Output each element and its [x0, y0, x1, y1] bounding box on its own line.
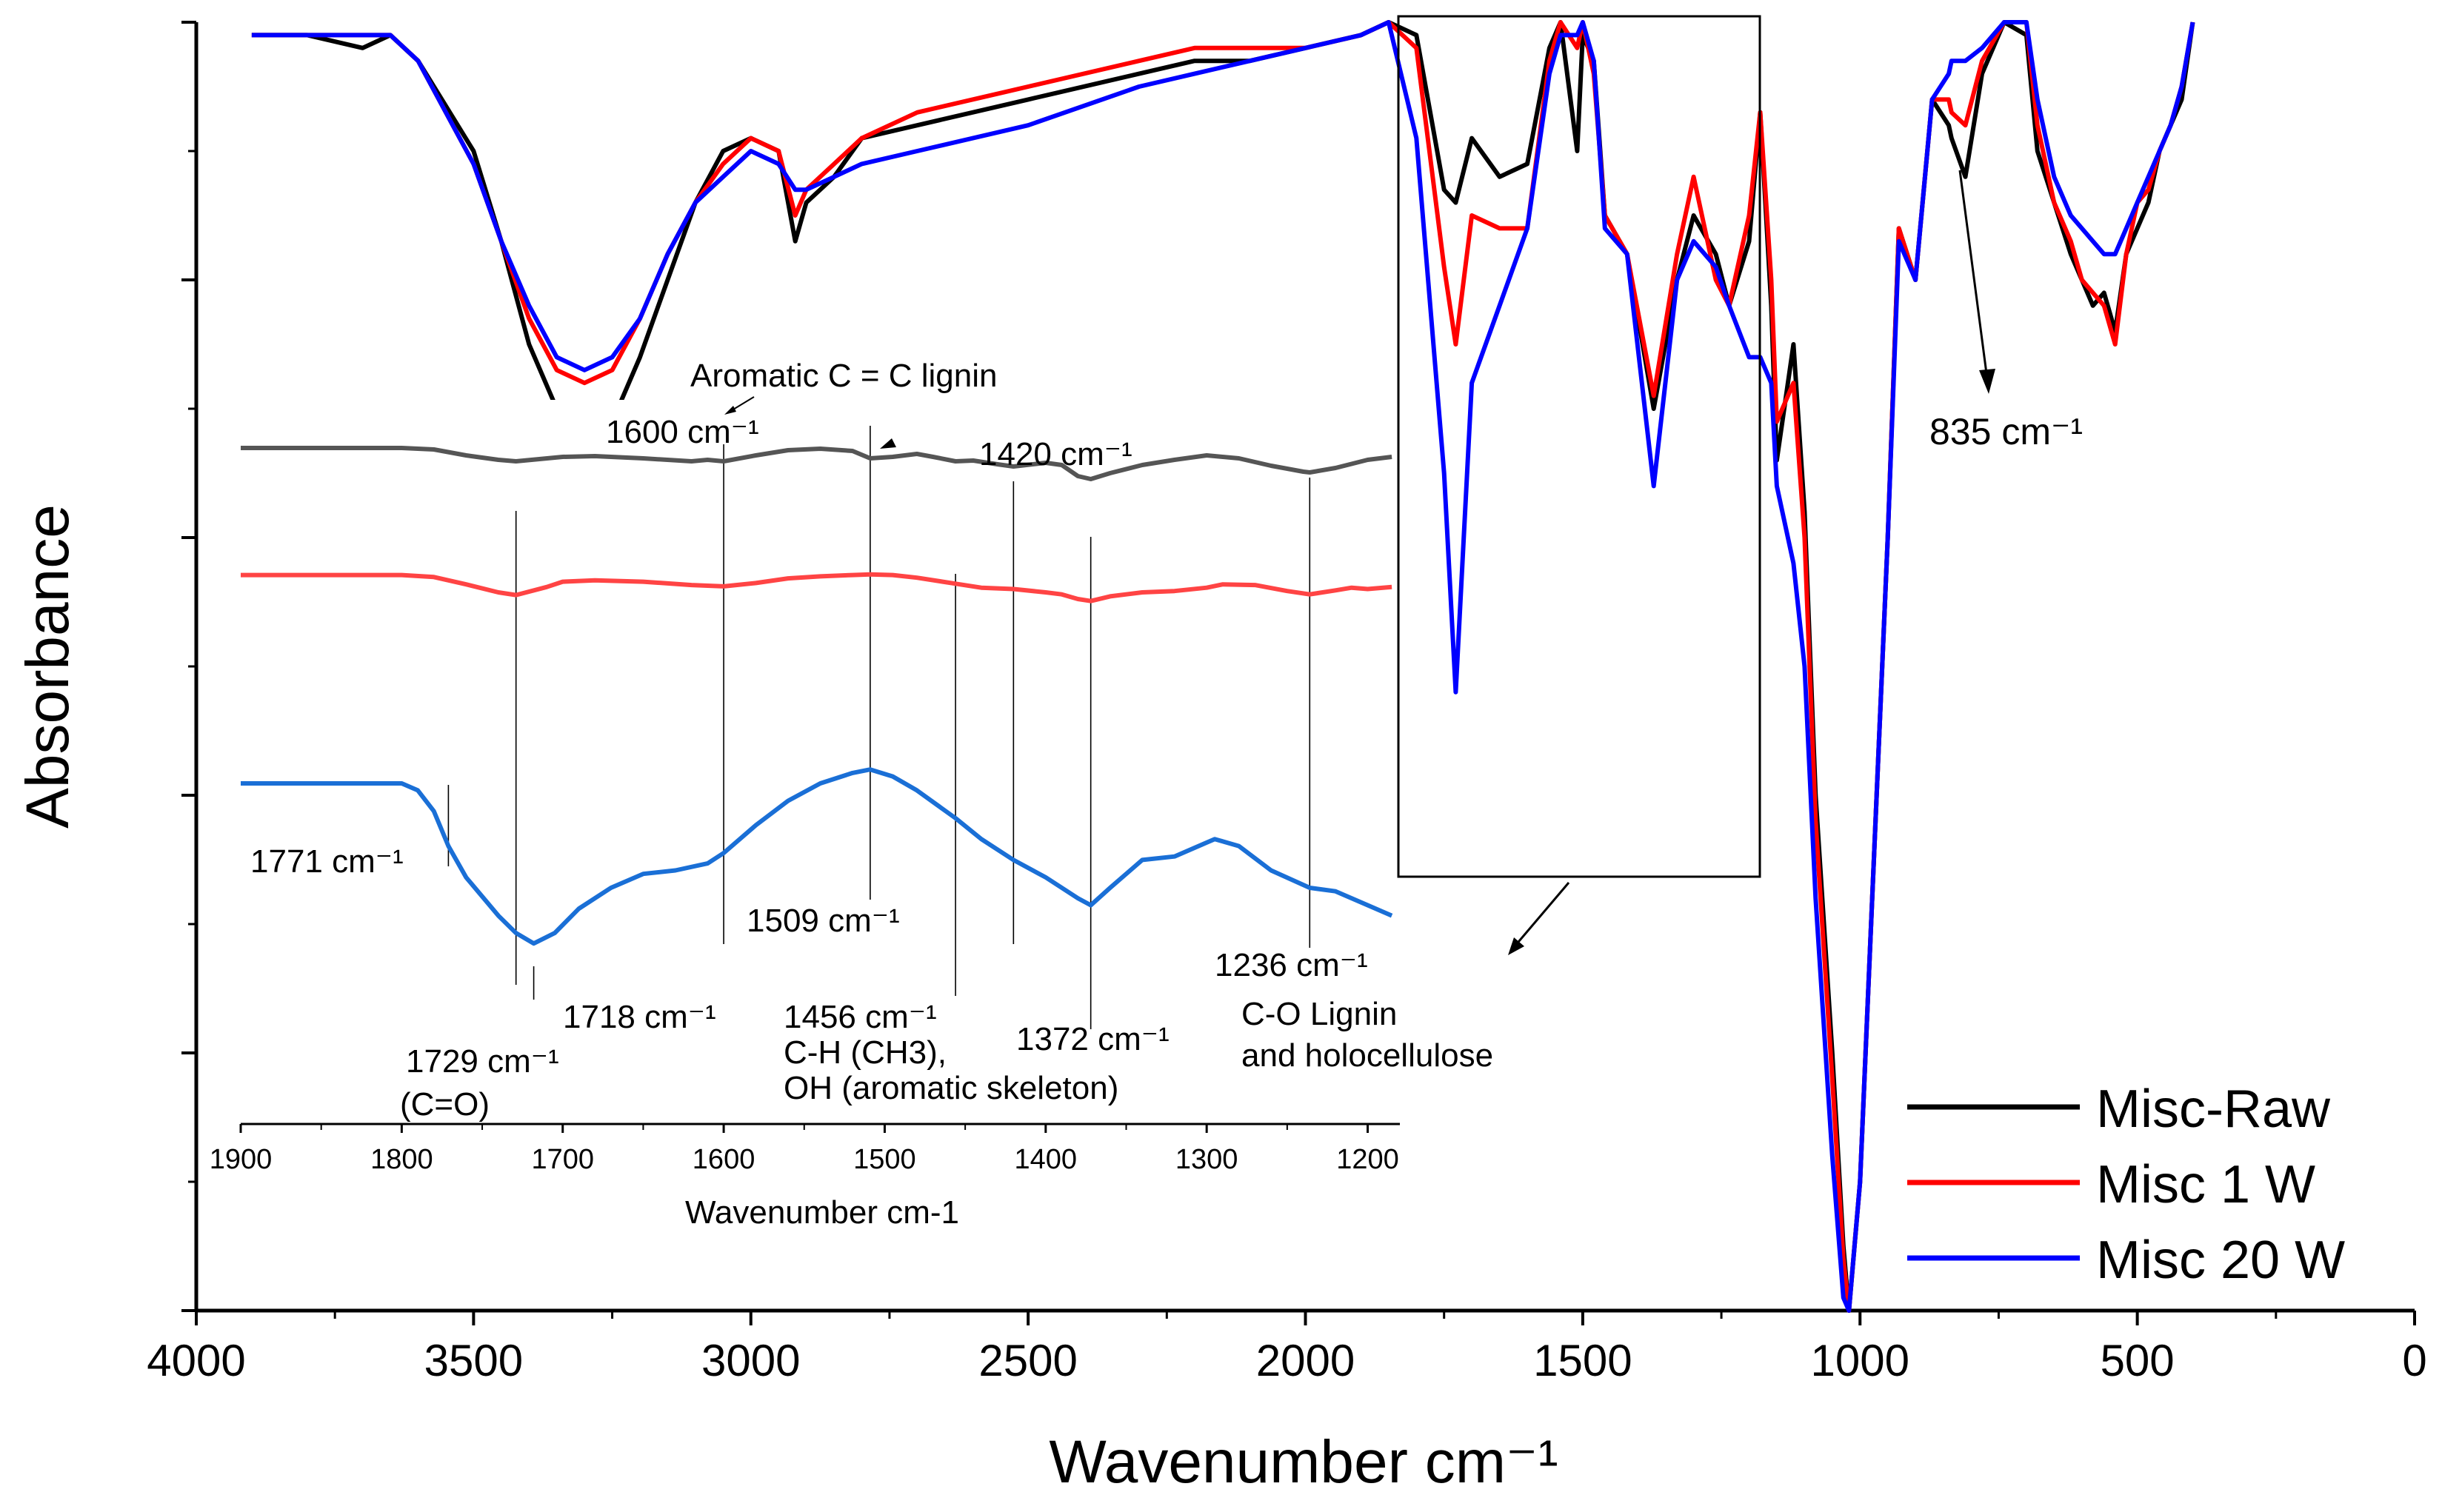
inset-series-line-0: [241, 446, 1392, 481]
main-series-group: [251, 20, 2195, 1313]
annotation-holo: and holocellulose: [1241, 1037, 1493, 1074]
annotation-1600: 1600 cm⁻¹: [606, 414, 759, 450]
annotation-835-arrow: [1958, 170, 1989, 380]
inset-x-tick-label: 1600: [693, 1144, 755, 1175]
annotations: Aromatic C = C lignin 1600 cm⁻¹ 1420 cm⁻…: [250, 170, 2083, 1123]
inset-chart: 1900 1800 1700 1600 1500 1400 1300 1200 Wavenum…: [210, 400, 1400, 1231]
annotation-1771: 1771 cm⁻¹: [250, 843, 404, 880]
main-plot-axes: 4000 3500 3000 2500 2000 1500 1000 500 0: [147, 21, 2427, 1385]
x-tick-label: 2500: [978, 1336, 1077, 1385]
legend-label-1w: Misc 1 W: [2096, 1155, 2315, 1214]
legend: Misc-Raw Misc 1 W Misc 20 W: [1907, 1080, 2345, 1290]
legend-label-20w: Misc 20 W: [2096, 1231, 2345, 1290]
annotation-1718: 1718 cm⁻¹: [563, 999, 716, 1035]
x-tick-label: 2000: [1256, 1336, 1355, 1385]
x-tick-label: 4000: [147, 1336, 245, 1385]
inset-x-tick-label: 1700: [531, 1144, 594, 1175]
x-tick-label: 1500: [1533, 1336, 1632, 1385]
zoom-arrow-head: [1508, 937, 1524, 955]
zoom-arrow: [1513, 882, 1570, 947]
annotation-aromatic: Aromatic C = C lignin: [690, 358, 997, 394]
annotation-1729: 1729 cm⁻¹: [406, 1043, 559, 1080]
inset-x-axis-title: Wavenumber cm-1: [685, 1194, 959, 1231]
inset-x-tick-label: 1300: [1175, 1144, 1238, 1175]
annotation-co2: (C=O): [400, 1086, 490, 1123]
inset-series-line-1: [241, 572, 1392, 603]
inset-x-tick-label: 1200: [1336, 1144, 1399, 1175]
annotation-1509: 1509 cm⁻¹: [747, 903, 900, 939]
x-tick-label: 3500: [424, 1336, 523, 1385]
annotation-1372: 1372 cm⁻¹: [1016, 1021, 1170, 1057]
annotation-oh: OH (aromatic skeleton): [784, 1070, 1118, 1106]
annotation-aromatic-arrowhead: [724, 406, 736, 415]
annotation-835: 835 cm⁻¹: [1929, 411, 2083, 452]
inset-x-tick-label: 1800: [370, 1144, 433, 1175]
x-tick-label: 500: [2101, 1336, 2175, 1385]
annotation-1420: 1420 cm⁻¹: [979, 436, 1132, 472]
annotation-1456: 1456 cm⁻¹: [784, 999, 937, 1035]
main-y-axis-title: Absorbance: [14, 504, 81, 829]
series-line-2: [251, 20, 2195, 1313]
zoom-box: [1397, 15, 1761, 878]
inset-background: [222, 400, 1400, 1140]
annotation-835-arrowhead: [1979, 369, 1995, 394]
annotation-1236: 1236 cm⁻¹: [1215, 947, 1368, 983]
annotation-co: C-O Lignin: [1241, 996, 1397, 1032]
x-tick-label: 1000: [1811, 1336, 1909, 1385]
x-tick-label: 3000: [701, 1336, 800, 1385]
annotation-1509-arrowhead: [880, 438, 896, 449]
inset-series-line-2: [241, 767, 1393, 946]
inset-x-tick-label: 1900: [210, 1144, 273, 1175]
inset-x-tick-label: 1400: [1015, 1144, 1078, 1175]
annotation-ch3: C-H (CH3),: [784, 1034, 947, 1071]
inset-x-tick-label: 1500: [853, 1144, 916, 1175]
x-tick-label: 0: [2402, 1336, 2426, 1385]
legend-label-raw: Misc-Raw: [2096, 1080, 2331, 1139]
main-x-axis-title: Wavenumber cm⁻¹: [1049, 1428, 1558, 1496]
